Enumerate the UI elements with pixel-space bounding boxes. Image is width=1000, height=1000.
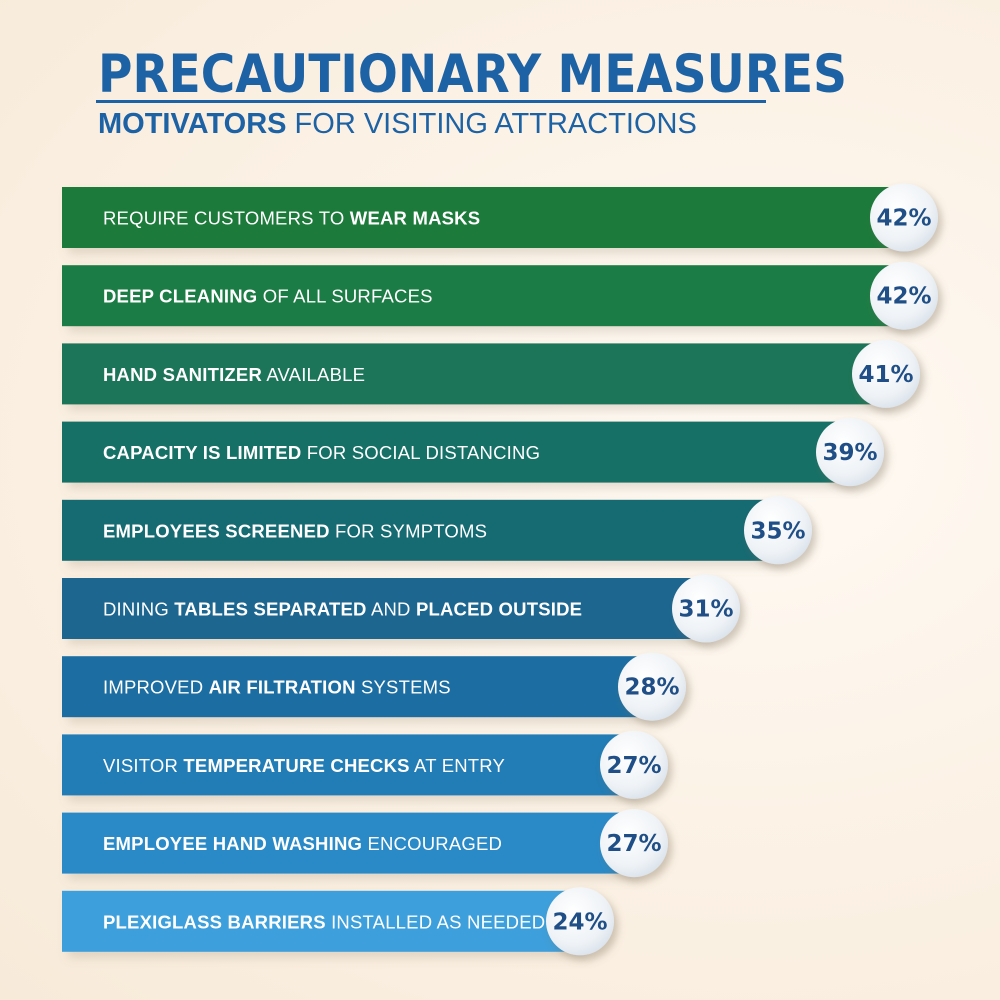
label-bold-part: PLEXIGLASS BARRIERS bbox=[103, 911, 326, 932]
bar-value-label: 42% bbox=[876, 284, 931, 310]
bar-value-label: 42% bbox=[876, 206, 931, 232]
label-bold-part: AIR FILTRATION bbox=[209, 677, 356, 698]
bar-row: DEEP CLEANING OF ALL SURFACES 42% bbox=[62, 261, 938, 330]
bar bbox=[62, 890, 580, 952]
label-part: FOR SOCIAL DISTANCING bbox=[301, 442, 540, 463]
bar-category-label: EMPLOYEES SCREENED FOR SYMPTOMS bbox=[103, 520, 487, 541]
label-bold-part: CAPACITY IS LIMITED bbox=[103, 442, 301, 463]
bar-category-label: PLEXIGLASS BARRIERS INSTALLED AS NEEDED bbox=[103, 911, 545, 932]
bar-category-label: IMPROVED AIR FILTRATION SYSTEMS bbox=[103, 677, 451, 698]
label-part: DINING bbox=[103, 599, 174, 620]
bar bbox=[62, 187, 904, 248]
bar bbox=[62, 578, 706, 639]
value-bubble bbox=[744, 496, 812, 565]
bar-value-label: 28% bbox=[624, 675, 679, 701]
bar bbox=[62, 499, 778, 561]
bar-row: CAPACITY IS LIMITED FOR SOCIAL DISTANCIN… bbox=[62, 418, 884, 487]
bar-row: HAND SANITIZER AVAILABLE 41% bbox=[62, 339, 920, 408]
value-bubble bbox=[816, 418, 884, 487]
bar-row: DINING TABLES SEPARATED AND PLACED OUTSI… bbox=[62, 574, 740, 643]
label-part: VISITOR bbox=[103, 755, 183, 776]
label-part: AVAILABLE bbox=[262, 364, 365, 385]
value-bubble bbox=[600, 730, 668, 799]
bar-value-label: 31% bbox=[678, 597, 733, 623]
bar-row: EMPLOYEE HAND WASHING ENCOURAGED 27% bbox=[62, 809, 668, 878]
bar bbox=[62, 343, 886, 405]
bar-category-label: HAND SANITIZER AVAILABLE bbox=[103, 364, 365, 385]
label-part: FOR SYMPTOMS bbox=[330, 520, 487, 541]
bar-row: IMPROVED AIR FILTRATION SYSTEMS 28% bbox=[62, 652, 686, 721]
bar-row: VISITOR TEMPERATURE CHECKS AT ENTRY 27% bbox=[62, 730, 668, 799]
value-bubble bbox=[600, 809, 668, 878]
label-bold-part: EMPLOYEES SCREENED bbox=[103, 520, 330, 541]
value-bubble bbox=[546, 887, 614, 956]
chart-title: PRECAUTIONARY MEASURES bbox=[98, 44, 847, 106]
bar-value-label: 35% bbox=[750, 518, 805, 544]
value-bubble bbox=[870, 261, 938, 330]
subtitle-bold: MOTIVATORS bbox=[98, 108, 287, 140]
label-bold-part: TABLES SEPARATED bbox=[174, 599, 366, 620]
bar-value-label: 39% bbox=[822, 440, 877, 466]
bar-category-label: EMPLOYEE HAND WASHING ENCOURAGED bbox=[103, 833, 502, 854]
label-bold-part: HAND SANITIZER bbox=[103, 364, 262, 385]
bar-value-label: 27% bbox=[606, 831, 661, 857]
bar-category-label: REQUIRE CUSTOMERS TO WEAR MASKS bbox=[103, 208, 480, 229]
bar-category-label: DEEP CLEANING OF ALL SURFACES bbox=[103, 286, 433, 307]
label-part: IMPROVED bbox=[103, 677, 209, 698]
bar-row: REQUIRE CUSTOMERS TO WEAR MASKS 42% bbox=[62, 183, 938, 252]
bar-category-label: CAPACITY IS LIMITED FOR SOCIAL DISTANCIN… bbox=[103, 442, 540, 463]
value-bubble bbox=[870, 183, 938, 252]
label-bold-part: EMPLOYEE HAND WASHING bbox=[103, 833, 362, 854]
label-part: AND bbox=[367, 599, 416, 620]
value-bubble bbox=[852, 339, 920, 408]
label-bold-part: PLACED OUTSIDE bbox=[416, 599, 582, 620]
title-underline bbox=[96, 100, 766, 103]
chart-subtitle: MOTIVATORS FOR VISITING ATTRACTIONS bbox=[98, 106, 697, 142]
bar bbox=[62, 656, 652, 718]
bar-category-label: VISITOR TEMPERATURE CHECKS AT ENTRY bbox=[103, 755, 505, 776]
value-bubble bbox=[618, 652, 686, 721]
label-part: ENCOURAGED bbox=[362, 833, 502, 854]
bar-value-label: 41% bbox=[858, 362, 913, 388]
subtitle-rest: FOR VISITING ATTRACTIONS bbox=[286, 108, 697, 140]
label-part: OF ALL SURFACES bbox=[257, 286, 432, 307]
bar-row: PLEXIGLASS BARRIERS INSTALLED AS NEEDED 2… bbox=[62, 887, 614, 956]
label-part: AT ENTRY bbox=[410, 755, 505, 776]
bar-category-label: DINING TABLES SEPARATED AND PLACED OUTSI… bbox=[103, 599, 582, 620]
label-bold-part: TEMPERATURE CHECKS bbox=[183, 755, 409, 776]
bar-value-label: 24% bbox=[552, 909, 607, 935]
bar-row: EMPLOYEES SCREENED FOR SYMPTOMS 35% bbox=[62, 496, 812, 565]
label-part: INSTALLED AS NEEDED bbox=[326, 911, 546, 932]
bar bbox=[62, 734, 634, 796]
bar-value-label: 27% bbox=[606, 753, 661, 779]
value-bubble bbox=[672, 574, 740, 643]
label-part: SYSTEMS bbox=[356, 677, 451, 698]
label-bold-part: WEAR MASKS bbox=[350, 208, 480, 229]
bar bbox=[62, 812, 634, 874]
label-bold-part: DEEP CLEANING bbox=[103, 286, 257, 307]
bar bbox=[62, 265, 904, 327]
label-part: REQUIRE CUSTOMERS TO bbox=[103, 208, 350, 229]
bar bbox=[62, 421, 850, 483]
